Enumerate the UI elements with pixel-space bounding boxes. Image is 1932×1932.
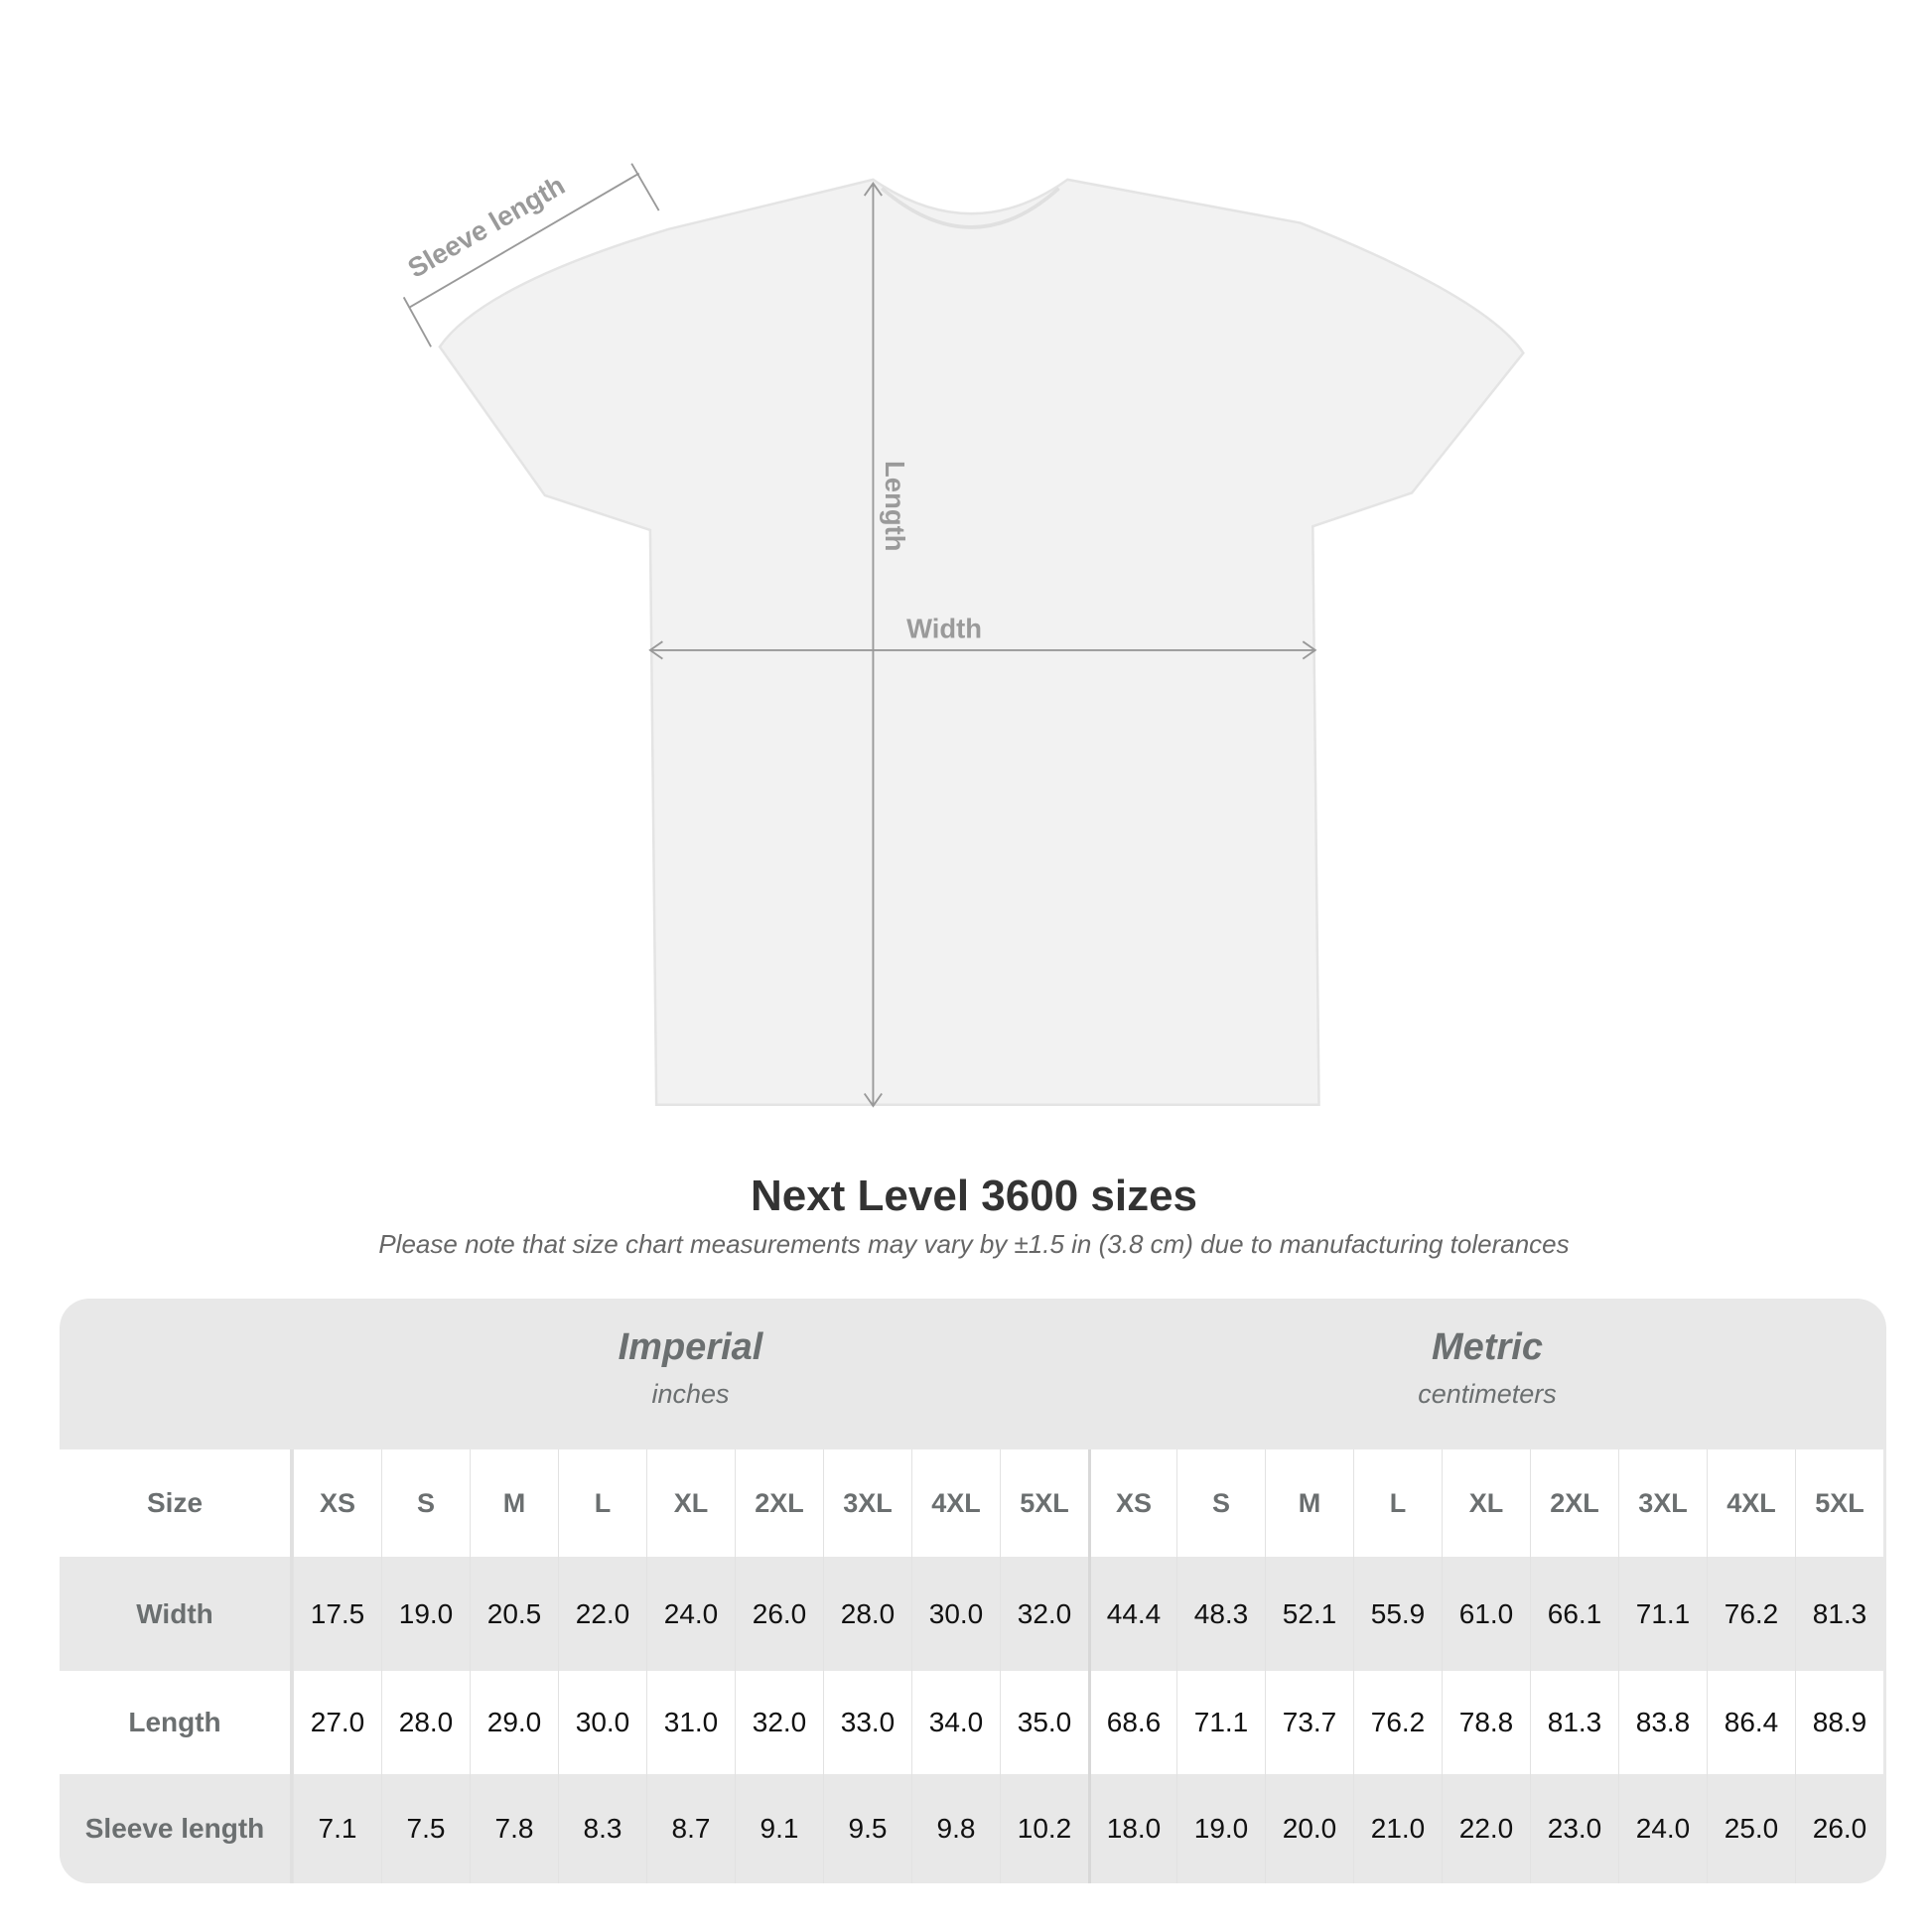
table-cell-imperial: 20.5 — [470, 1557, 558, 1671]
table-cell-imperial: 28.0 — [381, 1671, 470, 1774]
table-cell-imperial: 10.2 — [1000, 1774, 1088, 1883]
row-label: Width — [60, 1557, 293, 1671]
size-row-label: Size — [60, 1449, 293, 1557]
table-cell-imperial: 32.0 — [1000, 1557, 1088, 1671]
tolerance-note: Please note that size chart measurements… — [378, 1229, 1570, 1259]
table-cell-imperial: 31.0 — [646, 1671, 735, 1774]
size-header-imperial: 4XL — [911, 1449, 1000, 1557]
table-cell-imperial: 8.7 — [646, 1774, 735, 1883]
size-header-imperial: 3XL — [823, 1449, 911, 1557]
table-cell-metric: 66.1 — [1530, 1557, 1618, 1671]
table-cell-imperial: 7.1 — [293, 1774, 381, 1883]
table-cell-imperial: 32.0 — [735, 1671, 823, 1774]
table-cell-imperial: 30.0 — [911, 1557, 1000, 1671]
row-label: Sleeve length — [60, 1774, 293, 1883]
size-header-imperial: 2XL — [735, 1449, 823, 1557]
size-header-imperial: XS — [293, 1449, 381, 1557]
size-table: Imperial inches Metric centimeters Size X… — [60, 1299, 1886, 1883]
table-cell-metric: 26.0 — [1795, 1774, 1883, 1883]
table-cell-metric: 21.0 — [1353, 1774, 1442, 1883]
table-cell-imperial: 17.5 — [293, 1557, 381, 1671]
table-cell-metric: 76.2 — [1707, 1557, 1795, 1671]
table-cell-metric: 76.2 — [1353, 1671, 1442, 1774]
table-cell-imperial: 8.3 — [558, 1774, 646, 1883]
table-cell-imperial: 22.0 — [558, 1557, 646, 1671]
table-cell-metric: 86.4 — [1707, 1671, 1795, 1774]
size-header-imperial: 5XL — [1000, 1449, 1088, 1557]
table-cell-imperial: 19.0 — [381, 1557, 470, 1671]
row-label: Length — [60, 1671, 293, 1774]
table-cell-metric: 20.0 — [1265, 1774, 1353, 1883]
table-cell-metric: 83.8 — [1618, 1671, 1707, 1774]
size-header-metric: L — [1353, 1449, 1442, 1557]
table-cell-metric: 88.9 — [1795, 1671, 1883, 1774]
page-title: Next Level 3600 sizes — [750, 1172, 1198, 1220]
table-cell-metric: 52.1 — [1265, 1557, 1353, 1671]
size-header-metric: 3XL — [1618, 1449, 1707, 1557]
table-cell-imperial: 30.0 — [558, 1671, 646, 1774]
table-cell-imperial: 28.0 — [823, 1557, 911, 1671]
size-header-metric: S — [1176, 1449, 1265, 1557]
table-cell-metric: 19.0 — [1176, 1774, 1265, 1883]
table-cell-metric: 73.7 — [1265, 1671, 1353, 1774]
table-cell-metric: 68.6 — [1088, 1671, 1176, 1774]
table-cell-metric: 61.0 — [1442, 1557, 1530, 1671]
size-header-imperial: S — [381, 1449, 470, 1557]
table-cell-metric: 81.3 — [1795, 1557, 1883, 1671]
tshirt-shape — [438, 178, 1525, 1106]
table-cell-imperial: 26.0 — [735, 1557, 823, 1671]
table-cell-imperial: 27.0 — [293, 1671, 381, 1774]
length-label: Length — [880, 461, 910, 551]
size-header-metric: XL — [1442, 1449, 1530, 1557]
size-header-metric: 5XL — [1795, 1449, 1883, 1557]
size-header-metric: XS — [1088, 1449, 1176, 1557]
table-cell-metric: 48.3 — [1176, 1557, 1265, 1671]
sleeve-arrow — [409, 172, 640, 309]
table-cell-metric: 55.9 — [1353, 1557, 1442, 1671]
table-cell-metric: 25.0 — [1707, 1774, 1795, 1883]
table-cell-imperial: 33.0 — [823, 1671, 911, 1774]
sleeve-length-label: Sleeve length — [402, 170, 570, 284]
size-header-metric: 2XL — [1530, 1449, 1618, 1557]
size-header-metric: 4XL — [1707, 1449, 1795, 1557]
table-cell-metric: 23.0 — [1530, 1774, 1618, 1883]
table-cell-metric: 78.8 — [1442, 1671, 1530, 1774]
table-cell-imperial: 9.5 — [823, 1774, 911, 1883]
table-cell-imperial: 7.8 — [470, 1774, 558, 1883]
size-header-imperial: M — [470, 1449, 558, 1557]
size-header-metric: M — [1265, 1449, 1353, 1557]
table-cell-metric: 24.0 — [1618, 1774, 1707, 1883]
table-cell-imperial: 9.8 — [911, 1774, 1000, 1883]
table-cell-metric: 22.0 — [1442, 1774, 1530, 1883]
imperial-header: Imperial inches — [618, 1326, 763, 1409]
table-cell-imperial: 35.0 — [1000, 1671, 1088, 1774]
size-header-imperial: XL — [646, 1449, 735, 1557]
table-cell-metric: 71.1 — [1176, 1671, 1265, 1774]
size-grid: Size XS S M L XL 2XL 3XL 4XL 5XL XS S M L XL 2XL 3XL 4XL 5… — [60, 1449, 1886, 1883]
metric-header: Metric centimeters — [1418, 1326, 1557, 1409]
table-cell-metric: 71.1 — [1618, 1557, 1707, 1671]
size-header-imperial: L — [558, 1449, 646, 1557]
width-label: Width — [906, 613, 982, 643]
table-cell-imperial: 24.0 — [646, 1557, 735, 1671]
table-cell-imperial: 34.0 — [911, 1671, 1000, 1774]
table-cell-metric: 18.0 — [1088, 1774, 1176, 1883]
table-cell-imperial: 9.1 — [735, 1774, 823, 1883]
table-cell-imperial: 7.5 — [381, 1774, 470, 1883]
table-cell-metric: 44.4 — [1088, 1557, 1176, 1671]
table-cell-imperial: 29.0 — [470, 1671, 558, 1774]
table-cell-metric: 81.3 — [1530, 1671, 1618, 1774]
